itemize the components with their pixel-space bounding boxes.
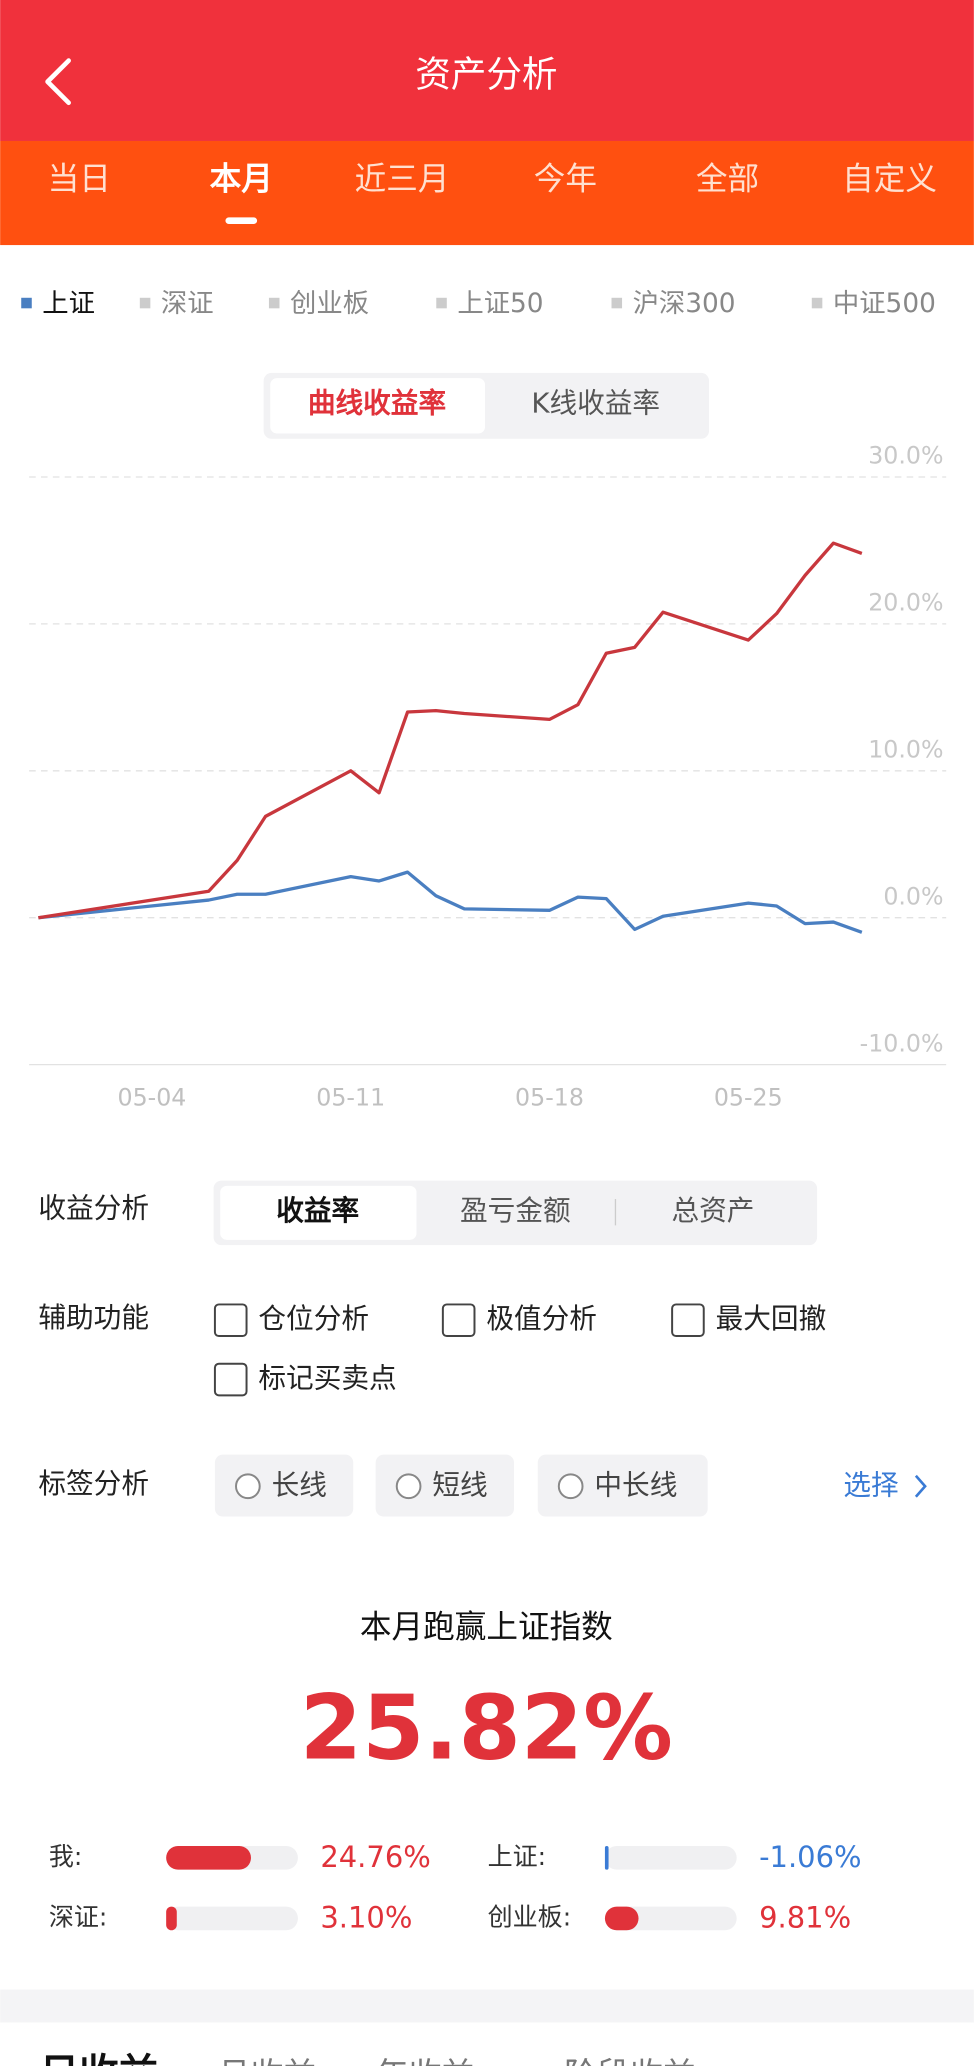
toggle-option[interactable]: 曲线收益率	[308, 387, 446, 420]
select-link[interactable]: 选择	[843, 1468, 898, 1501]
bar	[604, 1845, 609, 1870]
y-tick-label: 10.0%	[868, 736, 943, 764]
bottom-tab[interactable]: 年收益	[376, 2055, 475, 2066]
tab[interactable]: 本月	[210, 162, 273, 198]
toggle-option[interactable]: K线收益率	[531, 387, 660, 420]
segment-option[interactable]: 盈亏金额	[460, 1194, 571, 1227]
tab[interactable]: 自定义	[842, 162, 937, 198]
index-option[interactable]: 沪深300	[633, 289, 736, 319]
segment-option[interactable]: 总资产	[671, 1194, 754, 1227]
y-tick-label: -10.0%	[860, 1029, 944, 1057]
index-option[interactable]: 上证50	[457, 289, 543, 319]
row-label: 收益分析	[38, 1192, 149, 1225]
checkbox-label: 极值分析	[486, 1302, 597, 1335]
index-marker	[811, 297, 823, 309]
tab[interactable]: 当日	[48, 162, 111, 198]
checkbox[interactable]	[441, 1303, 476, 1338]
index-marker	[139, 297, 151, 309]
checkbox[interactable]	[213, 1362, 248, 1397]
header-bar	[0, 0, 974, 141]
index-marker	[611, 297, 623, 309]
separator	[0, 1989, 974, 2023]
row-label: 辅助功能	[38, 1301, 149, 1334]
x-tick-label: 05-25	[714, 1083, 783, 1111]
compare-value: 9.81%	[759, 1901, 851, 1935]
radio	[395, 1473, 422, 1500]
bar-track	[166, 1906, 298, 1931]
tab[interactable]: 今年	[534, 162, 597, 198]
tab[interactable]: 全部	[696, 162, 759, 198]
tag-label: 中长线	[594, 1468, 677, 1501]
bottom-tab[interactable]: 阶段收益	[564, 2055, 696, 2066]
tab-bar	[0, 140, 974, 246]
index-marker	[268, 297, 280, 309]
index-marker	[436, 297, 447, 309]
tag-pill[interactable]	[214, 1454, 354, 1517]
x-tick-label: 05-04	[117, 1083, 186, 1111]
bar	[604, 1906, 639, 1931]
bar	[166, 1906, 177, 1931]
checkbox[interactable]	[213, 1303, 248, 1338]
tag-pill[interactable]	[375, 1454, 515, 1517]
segment-option[interactable]: 收益率	[276, 1194, 359, 1227]
compare-name: 我:	[49, 1842, 82, 1871]
tag-label: 长线	[272, 1468, 327, 1501]
compare-name: 上证:	[488, 1842, 546, 1871]
radio	[557, 1473, 584, 1500]
y-tick-label: 0.0%	[883, 882, 943, 910]
compare-value: 24.76%	[320, 1840, 430, 1874]
index-option[interactable]: 深证	[161, 289, 214, 319]
compare-name: 创业板:	[488, 1902, 571, 1931]
index-option[interactable]: 上证	[42, 289, 95, 319]
series-line	[38, 870, 863, 934]
row-label: 标签分析	[38, 1467, 149, 1500]
compare-value: 3.10%	[320, 1901, 412, 1935]
bottom-tab[interactable]: 月收益	[218, 2055, 317, 2066]
checkbox-label: 仓位分析	[258, 1302, 369, 1335]
toggle-active	[270, 378, 486, 434]
tab[interactable]: 近三月	[355, 162, 450, 198]
y-tick-label: 20.0%	[868, 589, 943, 617]
compare-value: -1.06%	[759, 1840, 861, 1874]
index-marker	[21, 297, 32, 309]
summary-title: 本月跑赢上证指数	[360, 1610, 613, 1646]
bar-track	[604, 1906, 737, 1931]
index-option[interactable]: 创业板	[290, 289, 369, 319]
summary-value: 25.82%	[300, 1676, 673, 1780]
back-button[interactable]	[45, 58, 71, 106]
chevron	[914, 1474, 927, 1498]
bottom-tab[interactable]: 日收益	[40, 2051, 159, 2066]
checkbox-label: 标记买卖点	[258, 1362, 396, 1395]
compare-name: 深证:	[49, 1902, 107, 1931]
series-line	[38, 541, 863, 920]
tag-label: 短线	[432, 1468, 487, 1501]
checkbox[interactable]	[671, 1303, 705, 1338]
tab-indicator	[225, 217, 258, 224]
header-title: 资产分析	[415, 54, 557, 95]
radio	[235, 1473, 261, 1500]
tag-pill[interactable]	[537, 1454, 708, 1517]
x-tick-label: 05-18	[515, 1083, 584, 1111]
index-option[interactable]: 中证500	[833, 289, 936, 319]
segment-active	[220, 1185, 417, 1240]
y-tick-label: 30.0%	[868, 442, 943, 470]
bar-track	[604, 1845, 737, 1870]
bar	[166, 1845, 251, 1870]
x-tick-label: 05-11	[316, 1083, 385, 1111]
checkbox-label: 最大回撤	[716, 1302, 827, 1335]
